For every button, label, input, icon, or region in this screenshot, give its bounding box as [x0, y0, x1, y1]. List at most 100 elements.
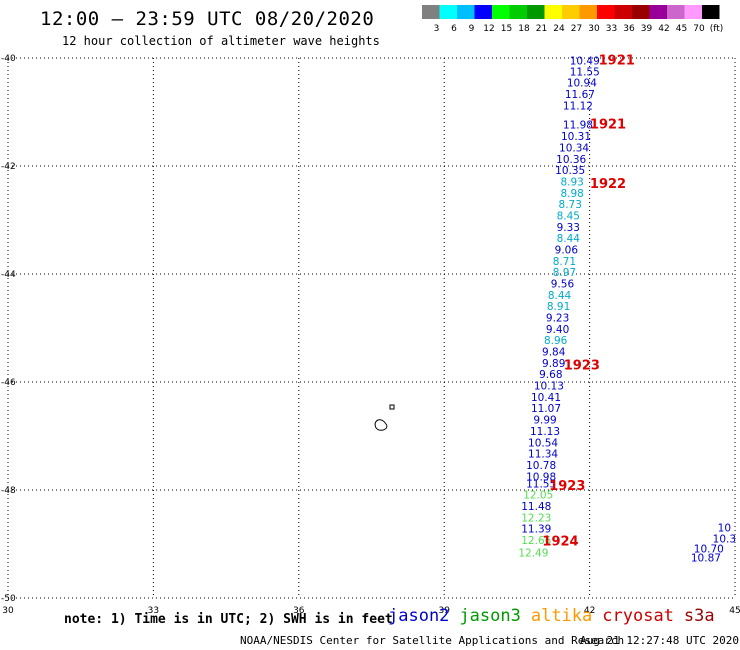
wave-height-reading: 10.31 [561, 131, 591, 143]
wave-height-reading: 11.12 [563, 100, 593, 112]
wave-height-reading: 10.98 [526, 471, 556, 483]
lon-tick-label: 33 [148, 606, 159, 616]
lat-tick-label: -46 [1, 378, 16, 388]
satellite-legend: jason2 jason3 altika cryosat s3a [388, 606, 725, 626]
wave-height-reading: 10.3 [713, 533, 736, 545]
legend-swatch [509, 5, 527, 19]
wave-height-reading: 11.39 [521, 524, 551, 536]
lat-tick-label: -50 [1, 594, 16, 604]
pass-time-label: 1922 [590, 177, 626, 192]
pass-time-label: 1923 [549, 479, 585, 494]
wave-height-reading: 10 [718, 523, 731, 535]
wave-height-reading: 11.98 [563, 120, 593, 132]
wave-height-reading: 10.70 [694, 544, 724, 556]
legend-swatch [457, 5, 475, 19]
credit-line: NOAA/NESDIS Center for Satellite Applica… [240, 634, 625, 647]
legend-swatch [562, 5, 580, 19]
lon-tick-label: 45 [729, 606, 740, 616]
wave-height-reading: 8.71 [553, 256, 576, 268]
wave-height-reading: 11.67 [565, 89, 595, 101]
wave-height-reading: 8.73 [559, 199, 582, 211]
satellite-altika: altika [530, 606, 593, 626]
legend-swatch [649, 5, 667, 19]
wave-height-reading: 9.56 [551, 279, 575, 291]
legend-swatch [684, 5, 702, 19]
island-outline [374, 419, 388, 431]
legend-label: 6 [451, 24, 457, 33]
lon-tick-label: 30 [2, 606, 14, 616]
legend-swatch [527, 5, 545, 19]
wave-height-reading: 12.23 [521, 512, 551, 524]
lat-tick-label: -42 [1, 162, 16, 172]
wave-height-reading: 9.33 [557, 222, 580, 234]
satellite-jason3: jason3 [459, 606, 521, 626]
lat-lon-grid [7, 57, 736, 599]
satellite-jason2: jason2 [388, 606, 450, 626]
wave-height-color-legend: 3 6 9 12 15 18 21 24 27 30 33 36 39 42 45 70 (ft) [422, 5, 723, 33]
lat-tick-label: -48 [1, 486, 16, 496]
legend-swatch [579, 5, 597, 19]
wave-height-reading: 11.34 [528, 449, 558, 461]
legend-label: 9 [469, 24, 475, 33]
legend-swatch [492, 5, 510, 19]
wave-height-reading: 12.05 [523, 490, 553, 502]
lon-tick-label: 36 [293, 606, 305, 616]
wave-height-reading: 11.07 [531, 403, 561, 415]
generation-timestamp: Aug 21 12:27:48 UTC 2020 [580, 634, 739, 647]
wave-height-reading: 10.35 [555, 165, 585, 177]
wave-height-reading: 10.87 [691, 552, 721, 564]
legend-label: 39 [641, 24, 653, 33]
wave-height-reading: 12.49 [518, 547, 548, 559]
wave-height-reading: 8.91 [547, 301, 570, 313]
legend-swatch [597, 5, 615, 19]
pass-time-label: 1921 [599, 53, 635, 68]
wave-height-reading: 10.54 [528, 437, 558, 449]
pass-time-label: 1923 [564, 359, 600, 374]
legend-label: 18 [518, 24, 530, 33]
satellite-s3a: s3a [683, 606, 715, 626]
legend-swatch [614, 5, 632, 19]
wave-height-reading: 11.55 [570, 66, 600, 78]
legend-swatch [474, 5, 492, 19]
wave-height-reading: 12.66 [521, 535, 551, 547]
legend-label: 30 [588, 24, 600, 33]
crozet-islands [374, 404, 395, 431]
wave-height-reading: 9.99 [533, 415, 556, 427]
wave-height-reading: 9.89 [542, 358, 565, 370]
legend-swatch [667, 5, 685, 19]
lon-tick-label: 39 [438, 606, 450, 616]
wave-height-reading: 10.34 [559, 142, 589, 154]
wave-height-reading: 11.55 [526, 478, 556, 490]
page-subtitle: 12 hour collection of altimeter wave hei… [62, 34, 380, 48]
wave-height-reading: 9.84 [542, 347, 566, 359]
legend-swatch [544, 5, 562, 19]
wave-height-reading: 8.44 [557, 233, 581, 245]
wave-height-reading: 8.93 [560, 176, 583, 188]
pass-time-label: 1921 [590, 118, 626, 133]
wave-height-reading: 8.98 [560, 188, 583, 200]
wave-height-reading: 9.68 [539, 369, 562, 381]
legend-label: 33 [606, 24, 617, 33]
legend-label: 24 [553, 24, 565, 33]
legend-label: 42 [658, 24, 669, 33]
wave-height-reading: 10.41 [531, 392, 561, 404]
wave-height-reading: 9.40 [546, 324, 569, 336]
wave-height-reading: 9.06 [555, 244, 579, 256]
wave-height-reading: 10.49 [570, 55, 600, 67]
legend-label: 36 [623, 24, 635, 33]
island-outline-small [389, 404, 395, 410]
legend-label: 15 [501, 24, 512, 33]
legend-label: 70 [693, 24, 705, 33]
altimeter-track: 10.4911.5510.9411.6711.1211.9810.3110.34… [518, 55, 736, 564]
lat-tick-label: -44 [1, 270, 16, 280]
wave-height-reading: 10.36 [556, 154, 586, 166]
legend-label: 45 [676, 24, 687, 33]
wave-height-reading: 11.48 [521, 501, 551, 513]
pass-time-label: 1924 [542, 535, 578, 550]
legend-swatch [422, 5, 440, 19]
wave-height-reading: 11.13 [530, 426, 560, 438]
legend-swatch [702, 5, 720, 19]
pass-times: 1921 1921 1922 1923 1923 1924 [542, 53, 634, 549]
wave-height-reading: 8.44 [548, 290, 572, 302]
